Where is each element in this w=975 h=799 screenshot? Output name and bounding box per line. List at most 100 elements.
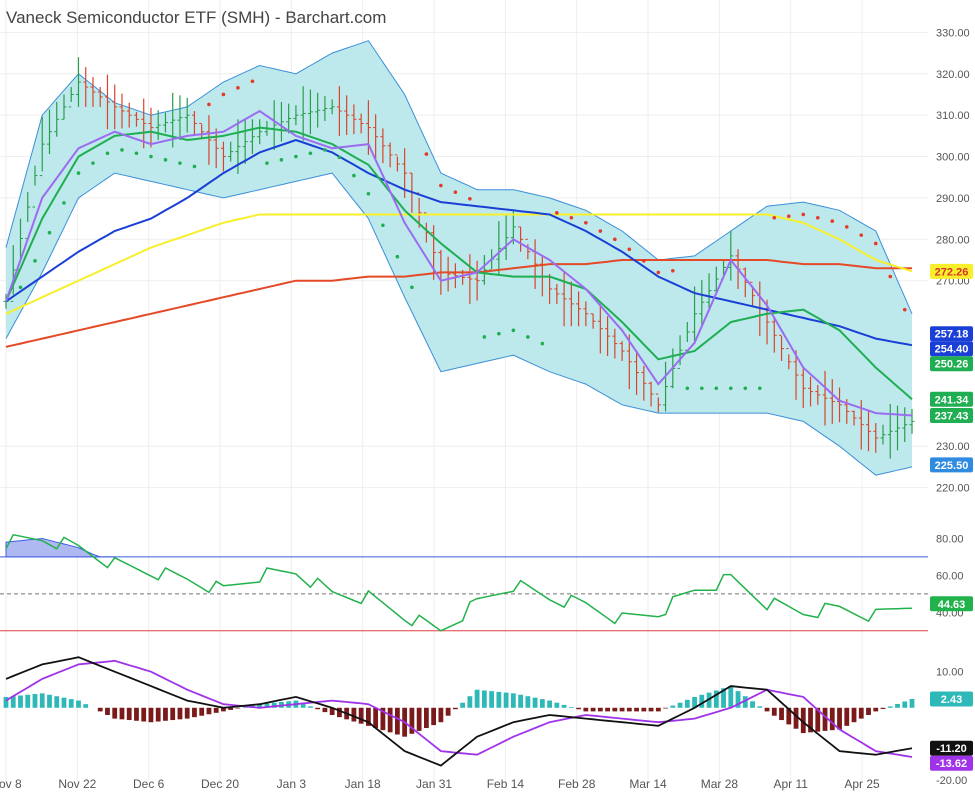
macd-histogram-bar <box>815 707 821 732</box>
sar-dot <box>381 223 385 228</box>
macd-histogram-bar <box>337 707 342 718</box>
y-tick-label: 300.00 <box>936 152 970 164</box>
y-tick-label: -20.00 <box>936 775 967 787</box>
y-tick-label: 320.00 <box>936 69 970 81</box>
macd-histogram-bar <box>358 707 364 724</box>
macd-histogram-bar <box>3 696 9 708</box>
macd-histogram-bar <box>170 707 176 721</box>
macd-histogram-bar <box>300 703 306 708</box>
y-tick-label: 330.00 <box>936 27 970 39</box>
rsi-panel[interactable] <box>0 533 928 632</box>
sar-dot <box>757 386 762 391</box>
macd-histogram-bar <box>431 707 437 726</box>
value-label-text: 44.63 <box>938 599 966 611</box>
sma-50-line <box>5 138 913 347</box>
macd-histogram-bar <box>829 707 835 731</box>
value-label-text: 225.50 <box>935 460 969 472</box>
y-tick-label: 60.00 <box>936 570 964 582</box>
value-label-box <box>930 755 973 771</box>
macd-histogram-bar <box>597 707 603 712</box>
parabolic-sar <box>18 79 907 391</box>
macd-histogram-bar <box>329 707 335 715</box>
value-label-text: 2.43 <box>941 694 962 706</box>
macd-histogram-bar <box>221 707 226 712</box>
macd-histogram-bar <box>366 707 371 726</box>
sar-dot <box>47 230 52 235</box>
sar-dot <box>337 155 342 160</box>
macd-histogram-bar <box>235 707 241 709</box>
macd-histogram-bar <box>895 703 900 708</box>
sar-dot <box>656 270 661 275</box>
macd-histogram-bar <box>728 686 734 708</box>
macd-histogram-bar <box>10 696 16 708</box>
value-label-box <box>930 263 973 279</box>
macd-histogram-bar <box>322 707 328 713</box>
macd-line <box>5 656 913 767</box>
macd-histogram-bar <box>576 707 581 710</box>
macd-histogram-bar <box>445 707 451 716</box>
sar-dot <box>163 158 168 162</box>
macd-histogram-bar <box>97 707 103 712</box>
macd-histogram-bar <box>663 707 668 709</box>
macd-histogram-bar <box>583 707 589 712</box>
macd-histogram-bar <box>452 707 458 710</box>
sar-dot <box>584 220 588 225</box>
bollinger-upper-line <box>5 40 913 314</box>
macd-histogram-bar <box>351 707 357 722</box>
macd-histogram-bar <box>61 697 67 708</box>
macd-histogram-bar <box>677 702 683 708</box>
macd-histogram-bar <box>503 692 509 708</box>
sar-dot <box>627 247 632 252</box>
macd-histogram-bar <box>119 707 125 720</box>
sar-dot <box>830 219 835 223</box>
macd-histogram-bar <box>808 707 813 733</box>
macd-panel[interactable] <box>3 656 915 767</box>
macd-histogram-bar <box>373 707 379 728</box>
macd-histogram-bar <box>387 707 393 733</box>
macd-histogram-bar <box>547 700 552 708</box>
macd-histogram-bar <box>112 707 118 719</box>
chart-title: Vaneck Semiconductor ETF (SMH) - Barchar… <box>6 8 387 27</box>
value-label-text: 257.18 <box>935 329 969 341</box>
macd-histogram-bar <box>192 707 197 718</box>
macd-histogram-bar <box>409 707 415 734</box>
sar-dot <box>526 335 530 339</box>
rsi-overbought-fill <box>5 537 116 558</box>
macd-histogram-bar <box>264 703 270 708</box>
macd-histogram-bar <box>474 689 480 708</box>
macd-histogram-bar <box>39 693 45 708</box>
macd-histogram-bar <box>634 707 639 712</box>
macd-histogram-bar <box>706 692 712 708</box>
macd-histogram-bar <box>394 707 400 735</box>
sar-dot <box>207 102 211 107</box>
macd-histogram-bar <box>184 707 190 719</box>
sar-dot <box>714 386 719 391</box>
sar-dot <box>468 196 472 201</box>
sma-100-line <box>5 213 913 315</box>
macd-histogram-bar <box>308 706 313 708</box>
macd-histogram-bar <box>655 707 661 712</box>
macd-histogram-bar <box>561 704 567 708</box>
price-panel[interactable] <box>3 40 915 476</box>
macd-histogram-bar <box>619 707 625 712</box>
macd-histogram-bar <box>641 707 647 712</box>
macd-histogram-bar <box>684 699 690 708</box>
sar-dot <box>729 386 733 391</box>
macd-histogram-bar <box>54 696 60 708</box>
macd-histogram-bar <box>612 707 618 712</box>
sar-dot <box>555 211 559 215</box>
value-label-text: 272.26 <box>935 266 969 278</box>
x-tick-label: Apr 11 <box>773 777 808 791</box>
macd-histogram-bar <box>880 707 886 709</box>
bollinger-lower-line <box>5 172 913 476</box>
sar-dot <box>323 148 327 152</box>
x-tick-label: Feb 14 <box>487 777 525 791</box>
sar-dot <box>178 161 182 165</box>
sar-dot <box>671 268 675 273</box>
sar-dot <box>250 79 255 84</box>
macd-histogram-bar <box>757 706 763 708</box>
x-tick-label: Mar 14 <box>629 777 667 791</box>
macd-histogram-bar <box>605 707 610 712</box>
